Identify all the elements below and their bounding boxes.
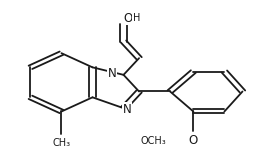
Text: N: N [122, 103, 131, 116]
Text: CH₃: CH₃ [53, 138, 70, 148]
Text: O: O [124, 12, 133, 25]
Text: H: H [133, 13, 140, 23]
Text: N: N [108, 67, 117, 80]
Text: OCH₃: OCH₃ [140, 136, 166, 146]
Text: O: O [189, 134, 198, 148]
